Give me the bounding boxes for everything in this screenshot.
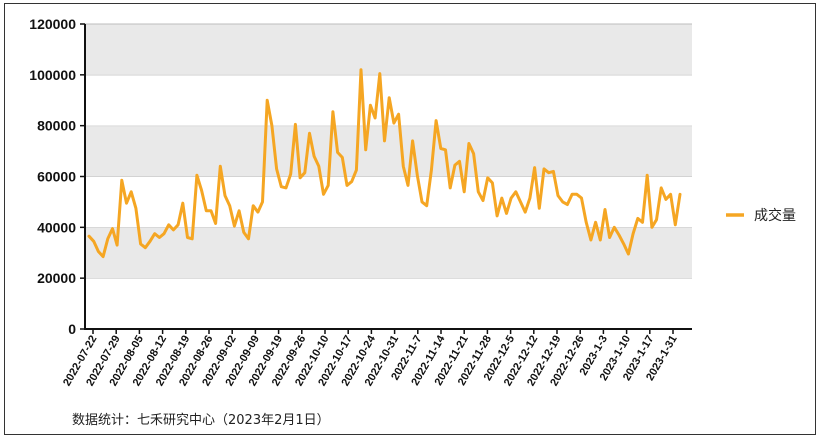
grid-band — [85, 24, 692, 75]
y-tick-label: 20000 — [37, 270, 76, 286]
series-line-chengjiaoliang — [87, 68, 682, 259]
x-axis-ticks: 2022-07-222022-07-292022-08-052022-08-12… — [61, 329, 680, 388]
y-tick-label: 0 — [68, 321, 76, 337]
grid-bands — [85, 23, 692, 329]
y-tick-label: 80000 — [37, 118, 76, 134]
grid-band — [85, 278, 692, 329]
source-footnote: 数据统计：七禾研究中心（2023年2月1日） — [72, 413, 330, 428]
y-tick-label: 60000 — [37, 169, 76, 185]
grid-band — [85, 176, 692, 228]
y-tick-label: 120000 — [29, 16, 76, 32]
axes — [84, 24, 692, 330]
y-axis-ticks: 0 20000 40000 60000 80000 100000 120000 — [29, 16, 85, 337]
y-tick-label: 40000 — [37, 219, 76, 235]
grid-band — [85, 125, 692, 177]
y-tick-label: 100000 — [29, 67, 76, 83]
legend-label: 成交量 — [754, 207, 796, 224]
legend: 成交量 — [726, 207, 796, 224]
